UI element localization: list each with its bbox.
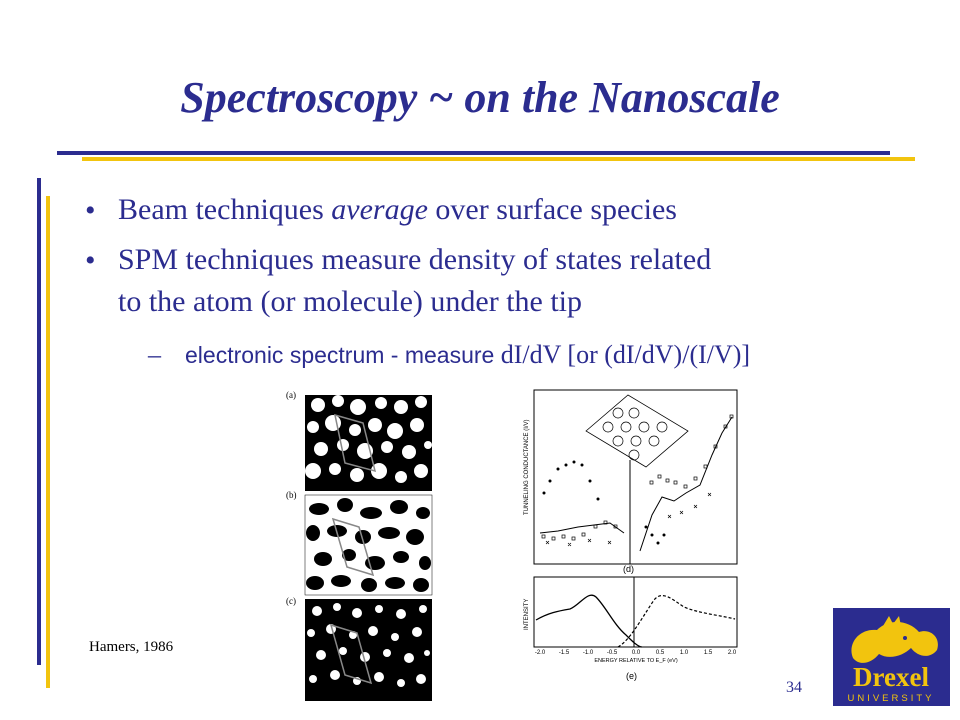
- bullet-2-line-2: to the atom (or molecule) under the tip: [118, 284, 582, 320]
- x-tick: -1.5: [559, 650, 570, 656]
- spectra-figure: TUNNELING CONDUCTANCE (I/V) (d) INTENSIT…: [518, 385, 740, 705]
- citation: Hamers, 1986: [89, 639, 173, 656]
- x-tick: -2.0: [535, 650, 546, 656]
- svg-text:UNIVERSITY: UNIVERSITY: [847, 693, 934, 704]
- drexel-logo: Drexel UNIVERSITY: [833, 608, 950, 706]
- side-rule-gold: [46, 196, 50, 688]
- x-tick: -1.0: [583, 650, 594, 656]
- panel-d-ylabel: TUNNELING CONDUCTANCE (I/V): [524, 419, 530, 515]
- panel-label-a: (a): [286, 390, 296, 400]
- bullet-1: Beam techniques average over surface spe…: [118, 192, 677, 228]
- panel-e-xlabel: ENERGY RELATIVE TO E_F (eV): [594, 658, 678, 664]
- bullet-marker: •: [85, 194, 96, 228]
- x-ticks-e: -2.0 -1.5 -1.0 -0.5 0.0 0.5 1.0 1.5 2.0: [535, 650, 737, 656]
- panel-e-ylabel: INTENSITY: [524, 599, 530, 630]
- panel-label-d: (d): [623, 564, 634, 574]
- bullet-2-line-1: SPM techniques measure density of states…: [118, 242, 711, 278]
- panel-label-e: (e): [626, 671, 637, 681]
- panel-label-b: (b): [286, 490, 297, 500]
- x-tick: 0.5: [656, 650, 665, 656]
- stm-images-figure: (a) (b) (c): [283, 385, 438, 705]
- svg-text:Drexel: Drexel: [853, 662, 929, 692]
- title-rule-blue: [57, 151, 890, 155]
- x-tick: 2.0: [728, 650, 737, 656]
- slide-title: Spectroscopy ~ on the Nanoscale: [0, 72, 960, 123]
- bullet-marker: •: [85, 244, 96, 278]
- sub-bullet: electronic spectrum - measure dI/dV [or …: [185, 340, 750, 370]
- panel-e-frame: [534, 577, 737, 647]
- page-number: 34: [786, 679, 802, 697]
- title-rule-gold: [82, 157, 915, 161]
- x-tick: -0.5: [607, 650, 618, 656]
- side-rule-blue: [37, 178, 41, 665]
- stm-image-c: [305, 599, 432, 701]
- x-tick: 1.5: [704, 650, 713, 656]
- sub-bullet-dash: –: [148, 340, 161, 370]
- panel-label-c: (c): [286, 596, 296, 606]
- x-tick: 1.0: [680, 650, 689, 656]
- x-tick: 0.0: [632, 650, 641, 656]
